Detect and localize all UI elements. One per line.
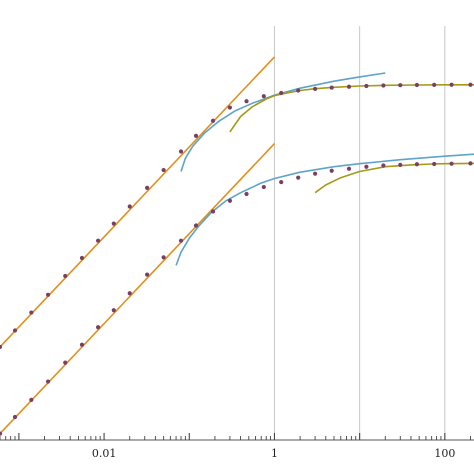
data-point (178, 238, 184, 243)
data-point (346, 84, 352, 89)
data-point (449, 161, 454, 166)
data-point (29, 310, 34, 315)
x-axis: 0.01 1 100 (0, 433, 474, 460)
x-tick-label: 0.01 (92, 447, 117, 460)
data-point (398, 83, 403, 88)
fit-curve (314, 162, 474, 194)
data-point (261, 94, 266, 99)
data-point (127, 291, 132, 296)
data-point (145, 272, 150, 277)
data-point (79, 255, 85, 261)
data-point (449, 82, 454, 87)
data-point (364, 83, 369, 89)
data-point (161, 167, 166, 173)
data-point (111, 221, 116, 226)
data-point (381, 83, 386, 88)
data-point (414, 162, 419, 167)
data-point (313, 86, 318, 91)
data-point (261, 184, 266, 190)
x-tick-label: 100 (434, 447, 455, 460)
data-point (346, 166, 352, 171)
data-point (279, 179, 284, 185)
data-point (296, 175, 301, 180)
data-point (414, 82, 419, 88)
data-point (178, 149, 184, 154)
data-point (432, 161, 437, 167)
data-point (79, 342, 85, 347)
fit-curve (229, 84, 474, 133)
data-point (0, 344, 3, 350)
data-point (63, 360, 68, 365)
fit-curve (175, 153, 474, 266)
data-points (0, 82, 473, 436)
data-point (296, 88, 301, 93)
data-point (244, 191, 249, 197)
data-point (468, 161, 473, 166)
data-point (364, 164, 369, 169)
data-point (381, 163, 386, 168)
data-point (210, 118, 216, 123)
data-point (111, 308, 116, 313)
data-point (45, 292, 51, 297)
data-point (193, 133, 199, 138)
data-point (161, 255, 166, 260)
data-point (468, 82, 473, 87)
data-point (227, 105, 233, 110)
data-point (227, 198, 233, 203)
data-point (12, 328, 18, 333)
data-point (45, 379, 51, 384)
data-point (127, 204, 132, 209)
data-point (398, 162, 403, 167)
data-point (12, 414, 18, 420)
fit-curve (0, 143, 276, 435)
data-point (0, 431, 3, 436)
data-point (63, 273, 68, 279)
fit-curve (0, 56, 276, 348)
data-point (29, 397, 34, 402)
data-point (329, 85, 334, 90)
data-point (244, 99, 249, 104)
data-point (193, 223, 199, 228)
data-point (329, 168, 334, 173)
data-point (95, 325, 101, 330)
data-point (95, 238, 101, 243)
fit-curve (180, 72, 386, 172)
x-tick-label: 1 (271, 447, 278, 460)
data-point (210, 209, 216, 214)
data-point (279, 90, 284, 96)
fit-curves (0, 56, 474, 435)
data-point (145, 185, 150, 191)
data-point (313, 171, 318, 176)
data-point (432, 82, 437, 87)
